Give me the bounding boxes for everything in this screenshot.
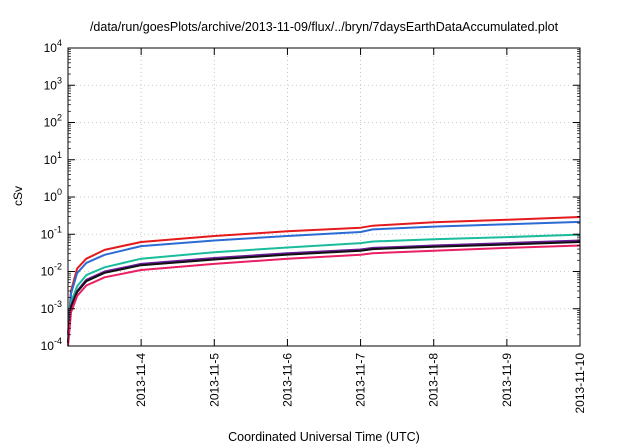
grid [68, 48, 580, 346]
series-line-1 [67, 216, 581, 335]
y-axis-label: cSv [11, 186, 25, 206]
x-axis-label: Coordinated Universal Time (UTC) [228, 430, 420, 444]
y-tick-label: 10-3 [41, 299, 62, 316]
x-tick-label: 2013-11-10 [573, 353, 587, 414]
series-line-2 [67, 220, 581, 335]
series-line-5 [67, 241, 581, 344]
x-tick-label: 2013-11-8 [427, 353, 441, 407]
x-tick-label: 2013-11-9 [500, 353, 514, 407]
x-tick-label: 2013-11-6 [280, 353, 294, 407]
y-tick-label: 102 [44, 113, 62, 130]
x-tick-label: 2013-11-5 [207, 353, 221, 407]
y-tick-label: 10-2 [41, 262, 62, 279]
y-tick-label: 100 [44, 187, 62, 204]
x-tick-label: 2013-11-7 [354, 353, 368, 407]
y-tick-label: 10-1 [41, 224, 62, 241]
chart-title: /data/run/goesPlots/archive/2013-11-09/f… [90, 20, 559, 34]
series-line-3 [67, 233, 581, 340]
y-tick-label: 104 [44, 38, 62, 55]
series-line-6 [67, 244, 581, 347]
series-lines [67, 216, 581, 347]
y-axis-ticks: 10-4 10-3 10-2 10-1 100 101 102 103 104 [41, 38, 580, 353]
y-tick-label: 101 [44, 150, 62, 167]
x-tick-label: 2013-11-4 [134, 353, 148, 407]
x-axis-ticks: 2013-11-4 2013-11-5 2013-11-6 2013-11-7 2013… [134, 48, 587, 414]
y-tick-label: 103 [44, 75, 62, 92]
y-tick-label: 10-4 [41, 336, 62, 353]
